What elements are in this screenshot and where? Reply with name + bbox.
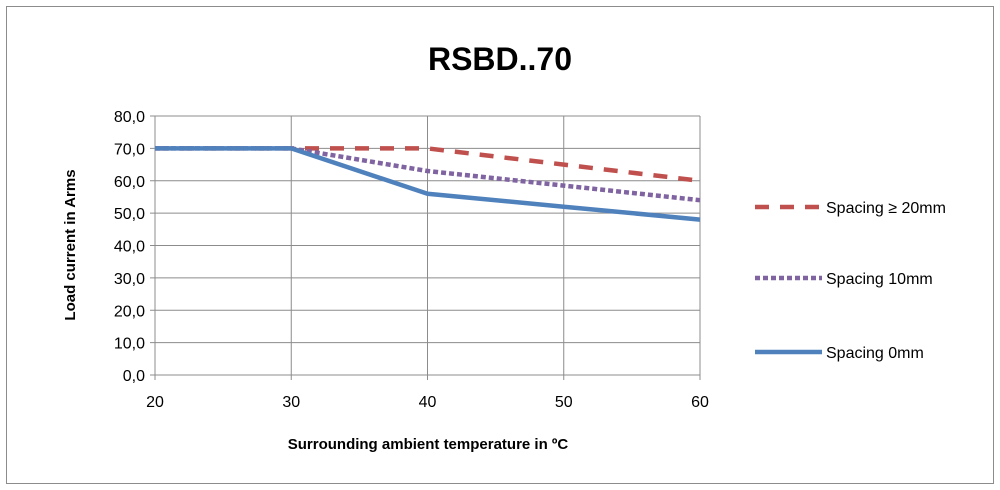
series-lines bbox=[155, 146, 701, 222]
x-tick-label: 20 bbox=[146, 394, 164, 411]
y-tick-label: 50,0 bbox=[114, 206, 145, 223]
legend-label-0: Spacing ≥ 20mm bbox=[826, 200, 946, 217]
legend-label-1: Spacing 10mm bbox=[826, 271, 933, 288]
y-axis-ticks: 0,0 10,0 20,0 30,0 40,0 50,0 60,0 70,0 80,0 bbox=[114, 109, 145, 385]
x-tick-label: 30 bbox=[282, 394, 300, 411]
y-tick-label: 10,0 bbox=[114, 336, 145, 353]
chart-title: RSBD..70 bbox=[428, 41, 572, 77]
x-tick-label: 60 bbox=[691, 394, 709, 411]
series-line-0 bbox=[155, 146, 701, 184]
y-tick-label: 60,0 bbox=[114, 174, 145, 191]
y-tick-label: 40,0 bbox=[114, 239, 145, 256]
x-tick-label: 40 bbox=[419, 394, 437, 411]
y-axis-title: Load current in Arms bbox=[62, 169, 79, 320]
y-tick-label: 70,0 bbox=[114, 141, 145, 158]
series-line-2 bbox=[155, 146, 701, 222]
y-tick-label: 20,0 bbox=[114, 303, 145, 320]
gridlines bbox=[150, 115, 701, 380]
x-tick-label: 50 bbox=[555, 394, 573, 411]
y-tick-label: 30,0 bbox=[114, 271, 145, 288]
x-axis-title: Surrounding ambient temperature in ºC bbox=[288, 436, 569, 453]
y-tick-label: 80,0 bbox=[114, 109, 145, 126]
legend: Spacing ≥ 20mm Spacing 10mm Spacing 0mm bbox=[755, 200, 946, 362]
x-axis-ticks: 20 30 40 50 60 bbox=[146, 394, 709, 411]
y-tick-label: 0,0 bbox=[123, 368, 145, 385]
legend-label-2: Spacing 0mm bbox=[826, 345, 924, 362]
